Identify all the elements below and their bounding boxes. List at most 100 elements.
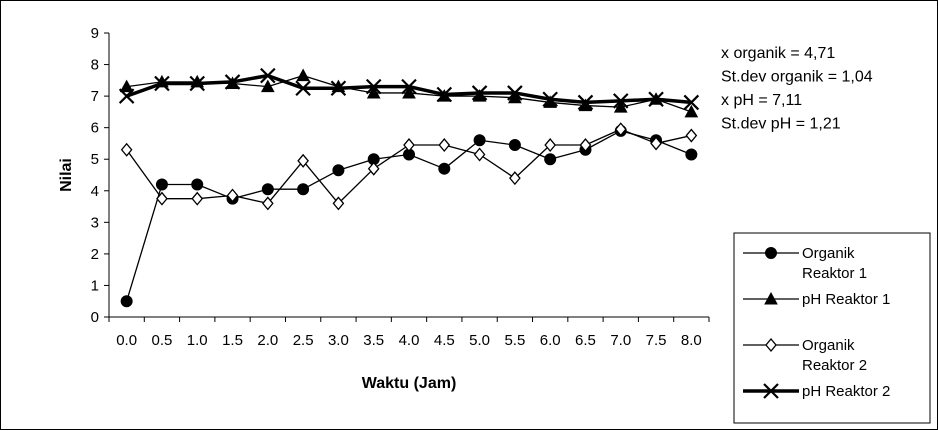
data-point (191, 178, 204, 191)
data-point (579, 138, 592, 153)
data-point (473, 134, 486, 147)
data-point (331, 79, 346, 93)
axes-layer: 0 1 2 3 4 5 6 7 8 9 0.0 0.5 1.0 1.5 2.0 2.5 3.0 3.5 4.0 4.5… (58, 25, 710, 392)
x-tick-label: 1.0 (187, 332, 208, 349)
data-point (436, 86, 453, 103)
y-tick-label: 9 (91, 25, 99, 42)
x-marker-stroke (330, 80, 347, 97)
data-point (295, 80, 311, 97)
legend-label: Organik (802, 337, 855, 354)
data-point (118, 88, 135, 104)
x-tick-label: 4.0 (399, 332, 420, 349)
x-marker-stroke (260, 67, 276, 84)
x-marker-stroke (577, 94, 594, 111)
data-point (367, 161, 380, 176)
x-marker-stroke (224, 74, 241, 90)
data-point (509, 171, 521, 186)
data-point (297, 153, 309, 168)
data-point (471, 85, 488, 101)
data-point (261, 196, 274, 211)
data-point (403, 138, 415, 153)
series-layer (118, 67, 700, 308)
data-point (120, 142, 133, 157)
data-point (226, 188, 239, 203)
x-marker-stroke (763, 383, 779, 399)
x-marker-stroke (648, 91, 664, 108)
data-point (438, 162, 451, 175)
data-point (189, 75, 206, 92)
x-tick-label: 0.5 (152, 332, 173, 349)
x-tick-label: 0.0 (116, 332, 137, 349)
data-point (613, 100, 628, 113)
data-point (508, 139, 521, 152)
legend-label: Reaktor 2 (802, 357, 867, 374)
x-marker-stroke (612, 93, 629, 109)
x-marker-stroke (295, 80, 311, 97)
data-point (650, 136, 662, 151)
series-organik-reaktor-1 (120, 124, 698, 308)
x-tick-label: 6.5 (575, 332, 596, 349)
y-tick-label: 1 (91, 277, 99, 294)
data-point (296, 68, 310, 82)
data-point (365, 78, 382, 95)
data-point (120, 295, 133, 308)
legend: Organik Reaktor 1 pH Reaktor 1 Organik Reakt… (733, 232, 931, 424)
data-point (401, 78, 417, 95)
data-point (260, 67, 276, 84)
data-point (544, 153, 557, 166)
data-point (156, 191, 168, 206)
x-tick-label: 2.5 (293, 332, 314, 349)
data-point (297, 183, 310, 196)
x-marker-stroke (401, 78, 417, 95)
data-point (402, 85, 416, 99)
legend-entry-ph-reaktor-1: pH Reaktor 1 (743, 291, 890, 308)
data-point (544, 138, 557, 153)
x-marker-stroke (189, 75, 206, 92)
y-tick-label: 4 (91, 183, 99, 200)
x-marker-stroke (436, 86, 453, 103)
x-tick-label: 8.0 (681, 332, 702, 349)
x-axis-title: Waktu (Jam) (362, 375, 457, 392)
legend-marker (765, 337, 777, 353)
legend-entry-ph-reaktor-2: pH Reaktor 2 (743, 383, 890, 400)
x-marker-stroke (542, 91, 558, 108)
x-tick-label: 3.0 (328, 332, 349, 349)
legend-entry-organik-reaktor-1: Organik Reaktor 1 (743, 245, 867, 282)
series-ph-reaktor-2 (118, 67, 700, 111)
legend-marker (765, 247, 777, 259)
legend-marker (764, 291, 778, 305)
stats-annotation: St.dev pH = 1,21 (721, 116, 841, 133)
data-point (648, 91, 664, 108)
x-tick-label: 6.0 (540, 332, 561, 349)
data-point (685, 148, 698, 161)
legend-label: Reaktor 1 (802, 265, 867, 282)
data-point (684, 104, 699, 118)
data-point (332, 164, 345, 177)
legend-label: Organik (802, 245, 855, 262)
data-point (260, 79, 275, 93)
x-tick-label: 7.5 (646, 332, 667, 349)
data-point (577, 94, 594, 111)
y-tick-label: 8 (91, 57, 99, 74)
series-organik-reaktor-2 (120, 122, 698, 211)
legend-label: pH Reaktor 1 (802, 291, 890, 308)
data-point (614, 122, 627, 137)
data-point (330, 80, 347, 97)
x-tick-label: 7.0 (610, 332, 631, 349)
data-point (119, 79, 134, 93)
data-point (438, 138, 451, 153)
data-point (366, 85, 381, 99)
y-tick-label: 0 (91, 309, 99, 326)
legend-entry-organik-reaktor-2: Organik Reaktor 2 (743, 337, 867, 374)
x-tick-label: 3.5 (363, 332, 384, 349)
x-tick-label: 1.5 (222, 332, 243, 349)
data-point (542, 91, 558, 108)
data-point (261, 183, 274, 196)
data-point (612, 93, 629, 109)
x-tick-label: 4.5 (434, 332, 455, 349)
x-tick-label: 5.5 (504, 332, 525, 349)
stats-annotation: x pH = 7,11 (721, 92, 802, 109)
x-marker-stroke (507, 85, 523, 101)
x-marker-stroke (683, 94, 700, 111)
